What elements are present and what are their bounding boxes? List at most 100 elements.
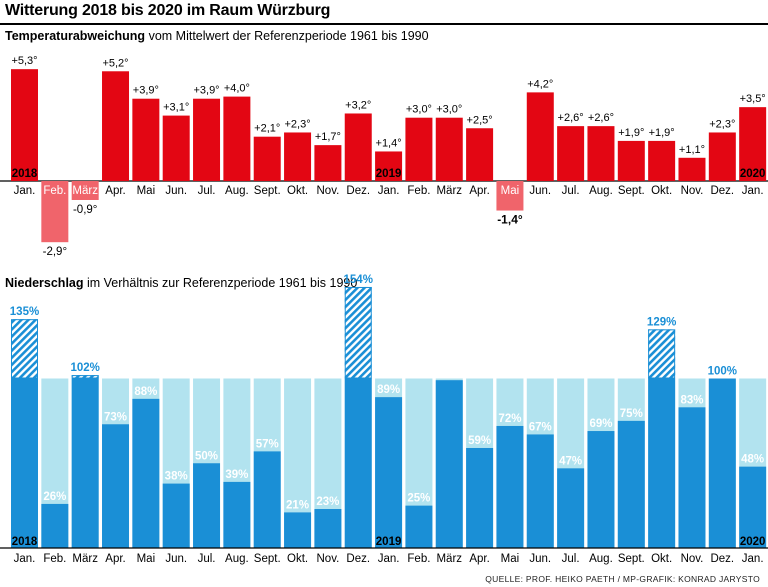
precipitation-bar-17	[496, 425, 524, 548]
precipitation-month-märz: März	[72, 553, 98, 565]
temperature-bar-18	[526, 92, 554, 181]
precipitation-bar-1	[11, 378, 38, 548]
temperature-month-jan: Jan.	[378, 185, 400, 197]
temperature-value-label: +3,9°	[133, 85, 159, 97]
temperature-value-label: +3,1°	[163, 102, 189, 114]
precipitation-month-jan: Jan.	[14, 553, 36, 565]
temperature-bar-19	[557, 126, 585, 181]
temperature-month-nov: Nov.	[317, 185, 340, 197]
temperature-month-mai: Mai	[501, 185, 520, 197]
temperature-month-apr: Apr.	[105, 185, 125, 197]
temperature-month-märz: März	[436, 185, 462, 197]
temperature-bar-14	[405, 117, 433, 181]
temperature-bar-23	[678, 157, 706, 181]
temperature-bar-5	[132, 98, 160, 181]
temperature-month-sept: Sept.	[254, 185, 281, 197]
temperature-bar-1	[11, 69, 38, 181]
precipitation-bar-13	[375, 397, 403, 548]
precipitation-month-apr: Apr.	[469, 553, 489, 565]
temperature-month-feb: Feb.	[407, 185, 430, 197]
precipitation-excess-3	[71, 375, 99, 379]
precipitation-month-sept: Sept.	[254, 553, 281, 565]
precipitation-bar-24	[708, 378, 736, 548]
precipitation-month-okt: Okt.	[287, 553, 308, 565]
precipitation-value-label: 25%	[407, 493, 430, 505]
temperature-month-sept: Sept.	[618, 185, 645, 197]
title-rule	[0, 23, 768, 25]
precipitation-value-label: 135%	[10, 306, 39, 318]
precipitation-value-label: 67%	[529, 421, 552, 433]
temperature-value-label: +4,0°	[224, 83, 250, 95]
precipitation-month-jun: Jun.	[529, 553, 551, 565]
temperature-bar-4	[102, 71, 130, 181]
precipitation-value-label: 23%	[316, 496, 339, 508]
temperature-bar-8	[223, 96, 251, 181]
precipitation-excess-outline	[648, 329, 676, 379]
temperature-month-dez: Dez.	[710, 185, 734, 197]
precipitation-value-label: 57%	[256, 438, 279, 450]
temperature-month-jan: Jan.	[742, 185, 764, 197]
temperature-bar-2	[41, 181, 69, 243]
precipitation-bar-19	[557, 468, 585, 548]
precipitation-value-label: 59%	[468, 435, 491, 447]
temperature-month-jan: Jan.	[14, 185, 36, 197]
temperature-value-label: -0,9°	[73, 204, 97, 216]
precipitation-bar-7	[193, 463, 221, 548]
temperature-bar-11	[314, 145, 342, 181]
temperature-month-okt: Okt.	[287, 185, 308, 197]
temperature-value-label: +1,9°	[649, 127, 675, 139]
temperature-chart: +5,3° Jan. -2,9° Feb. -0,9° März +5,2° Apr. +3,9…	[0, 55, 768, 258]
precipitation-month-märz: März	[436, 553, 462, 565]
temperature-value-label: +3,0°	[406, 104, 432, 116]
precipitation-value-label: 69%	[589, 418, 612, 430]
precipitation-bar-6	[162, 483, 190, 548]
precipitation-month-feb: Feb.	[43, 553, 66, 565]
temperature-bar-17	[496, 181, 524, 211]
precipitation-value-label: 102%	[70, 362, 99, 374]
precipitation-month-aug: Aug.	[225, 553, 249, 565]
precipitation-value-label: 129%	[647, 316, 676, 328]
temperature-value-label: +1,9°	[618, 127, 644, 139]
precipitation-bar-25	[739, 466, 767, 548]
temperature-month-aug: Aug.	[225, 185, 249, 197]
precipitation-month-mai: Mai	[137, 553, 156, 565]
precipitation-value-label: 72%	[498, 413, 521, 425]
chart-title: Witterung 2018 bis 2020 im Raum Würzburg	[5, 2, 331, 19]
temperature-value-label: +5,3°	[11, 55, 37, 67]
precipitation-year-2020: 2020	[740, 536, 766, 548]
precipitation-bar-12	[344, 378, 372, 548]
temperature-title: Temperaturabweichung	[5, 29, 146, 43]
temperature-subtitle: vom Mittelwert der Referenzperiode 1961 …	[148, 29, 429, 43]
precipitation-month-dez: Dez.	[346, 553, 370, 565]
temperature-bar-20	[587, 126, 615, 181]
precipitation-value-label: 100%	[708, 366, 737, 378]
precipitation-month-jan: Jan.	[378, 553, 400, 565]
precipitation-month-sept: Sept.	[618, 553, 645, 565]
precipitation-bar-4	[102, 424, 130, 548]
precipitation-bar-2	[41, 503, 69, 548]
temperature-month-märz: März	[72, 185, 98, 197]
precipitation-year-2019: 2019	[376, 536, 402, 548]
precipitation-month-jul: Jul.	[562, 553, 580, 565]
temperature-value-label: +2,6°	[588, 112, 614, 124]
precipitation-year-2018: 2018	[12, 536, 38, 548]
temperature-month-jun: Jun.	[529, 185, 551, 197]
temperature-year-2018: 2018	[12, 168, 38, 180]
precipitation-excess-12	[344, 286, 372, 379]
precipitation-month-feb: Feb.	[407, 553, 430, 565]
precipitation-month-nov: Nov.	[317, 553, 340, 565]
precipitation-bar-22	[648, 378, 676, 548]
temperature-value-label: +1,4°	[376, 137, 402, 149]
precipitation-excess-outline	[11, 319, 38, 379]
precipitation-month-jul: Jul.	[198, 553, 216, 565]
temperature-value-label: +5,2°	[102, 57, 128, 69]
temperature-bar-21	[617, 140, 645, 181]
temperature-bar-10	[284, 132, 312, 181]
precipitation-bar-15	[435, 380, 463, 548]
precipitation-value-label: 48%	[741, 454, 764, 466]
temperature-month-nov: Nov.	[681, 185, 704, 197]
precipitation-bar-18	[526, 434, 554, 548]
temperature-month-okt: Okt.	[651, 185, 672, 197]
temperature-month-mai: Mai	[137, 185, 156, 197]
precipitation-excess-22	[648, 329, 676, 379]
